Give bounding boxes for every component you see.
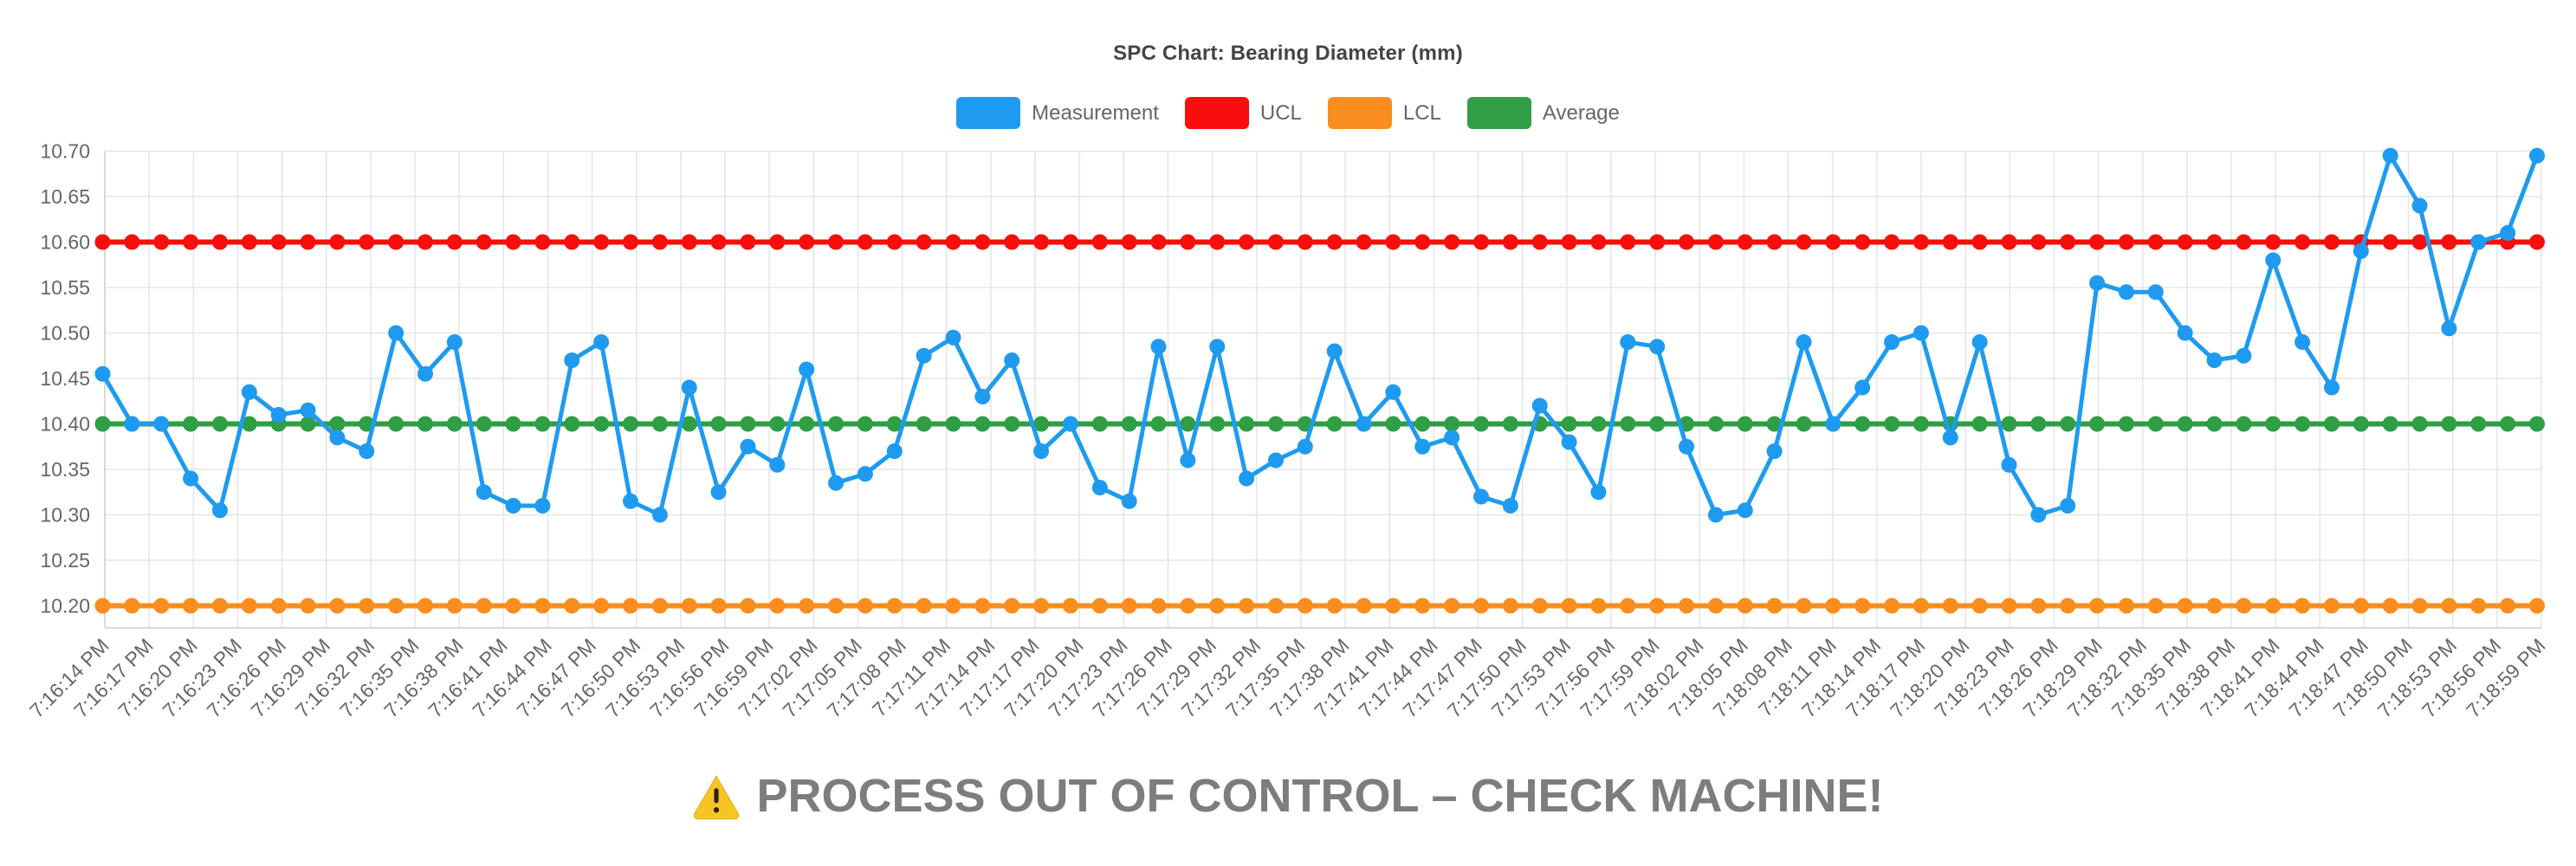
svg-text:10.50: 10.50	[40, 322, 90, 345]
average-line	[94, 416, 2545, 432]
legend-item-lcl[interactable]: LCL	[1327, 97, 1441, 129]
legend-item-ucl[interactable]: UCL	[1184, 97, 1302, 129]
legend-swatch-measurement	[956, 97, 1021, 129]
legend-label-lcl: LCL	[1402, 100, 1441, 125]
svg-text:10.55: 10.55	[40, 276, 90, 299]
warning-icon	[694, 775, 740, 820]
legend-swatch-ucl	[1184, 97, 1249, 129]
warning-text: PROCESS OUT OF CONTROL – CHECK MACHINE!	[756, 770, 1884, 822]
ucl-line	[94, 234, 2545, 250]
legend-label-measurement: Measurement	[1032, 100, 1159, 125]
svg-text:10.45: 10.45	[40, 367, 90, 390]
svg-text:10.35: 10.35	[40, 458, 90, 481]
legend-label-ucl: UCL	[1259, 100, 1302, 125]
spc-chart-plot[interactable]: 10.20 10.25 10.30 10.35 10.40 10.45 10.50 10.55…	[0, 0, 2576, 762]
lcl-line	[94, 598, 2545, 614]
chart-title: SPC Chart: Bearing Diameter (mm)	[1113, 42, 1463, 65]
svg-text:10.65: 10.65	[40, 185, 90, 208]
y-axis-labels: 10.20 10.25 10.30 10.35 10.40 10.45 10.50 10.55…	[40, 140, 90, 617]
legend-item-measurement[interactable]: Measurement	[956, 97, 1159, 129]
legend-swatch-lcl	[1327, 97, 1392, 129]
svg-text:10.25: 10.25	[40, 549, 90, 572]
svg-text:10.40: 10.40	[40, 413, 90, 436]
grid-lines	[104, 150, 2542, 629]
x-axis-labels: 7:16:14 PM7:16:17 PM7:16:20 PM7:16:23 PM…	[25, 634, 2550, 722]
legend-swatch-average	[1466, 97, 1531, 129]
svg-text:10.70: 10.70	[40, 140, 90, 163]
legend-item-average[interactable]: Average	[1466, 97, 1620, 129]
chart-legend: Measurement UCL LCL Average	[0, 97, 2576, 129]
svg-text:10.20: 10.20	[40, 595, 90, 617]
process-warning-banner: PROCESS OUT OF CONTROL – CHECK MACHINE!	[0, 769, 2576, 823]
measurement-line	[94, 147, 2545, 523]
legend-label-average: Average	[1542, 100, 1620, 125]
svg-text:10.60: 10.60	[40, 231, 90, 254]
svg-text:10.30: 10.30	[40, 504, 90, 527]
